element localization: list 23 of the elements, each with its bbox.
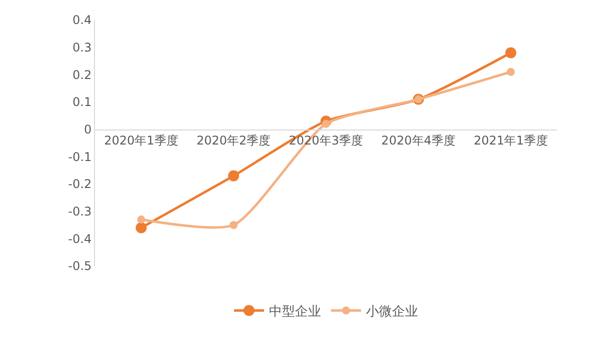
- y-tick-label: -0.4: [68, 232, 92, 246]
- x-tick-label: 2020年1季度: [104, 134, 178, 148]
- y-tick-label: -0.2: [68, 177, 92, 192]
- point: [136, 222, 147, 234]
- y-tick-label: -0.1: [68, 150, 92, 164]
- point: [505, 47, 516, 58]
- y-tick-label: 0.1: [72, 95, 92, 110]
- point: [322, 120, 330, 128]
- legend-label: 中型企业: [269, 304, 321, 320]
- y-tick-label: 0.2: [72, 68, 92, 82]
- x-tick-label: 2020年4季度: [381, 134, 456, 148]
- y-tick-label: 0: [84, 122, 92, 137]
- x-tick-label: 2021年1季度: [474, 134, 548, 148]
- point: [230, 221, 238, 229]
- legend-label: 小微企业: [366, 304, 418, 320]
- y-tick-label: 0.4: [72, 13, 92, 28]
- x-tick-label: 2020年2季度: [196, 134, 271, 148]
- y-tick-label: 0.3: [72, 40, 92, 55]
- point: [137, 216, 146, 224]
- point: [228, 170, 240, 182]
- y-tick-label: -0.3: [68, 204, 92, 219]
- y-tick-label: -0.5: [68, 259, 92, 274]
- point: [506, 68, 515, 76]
